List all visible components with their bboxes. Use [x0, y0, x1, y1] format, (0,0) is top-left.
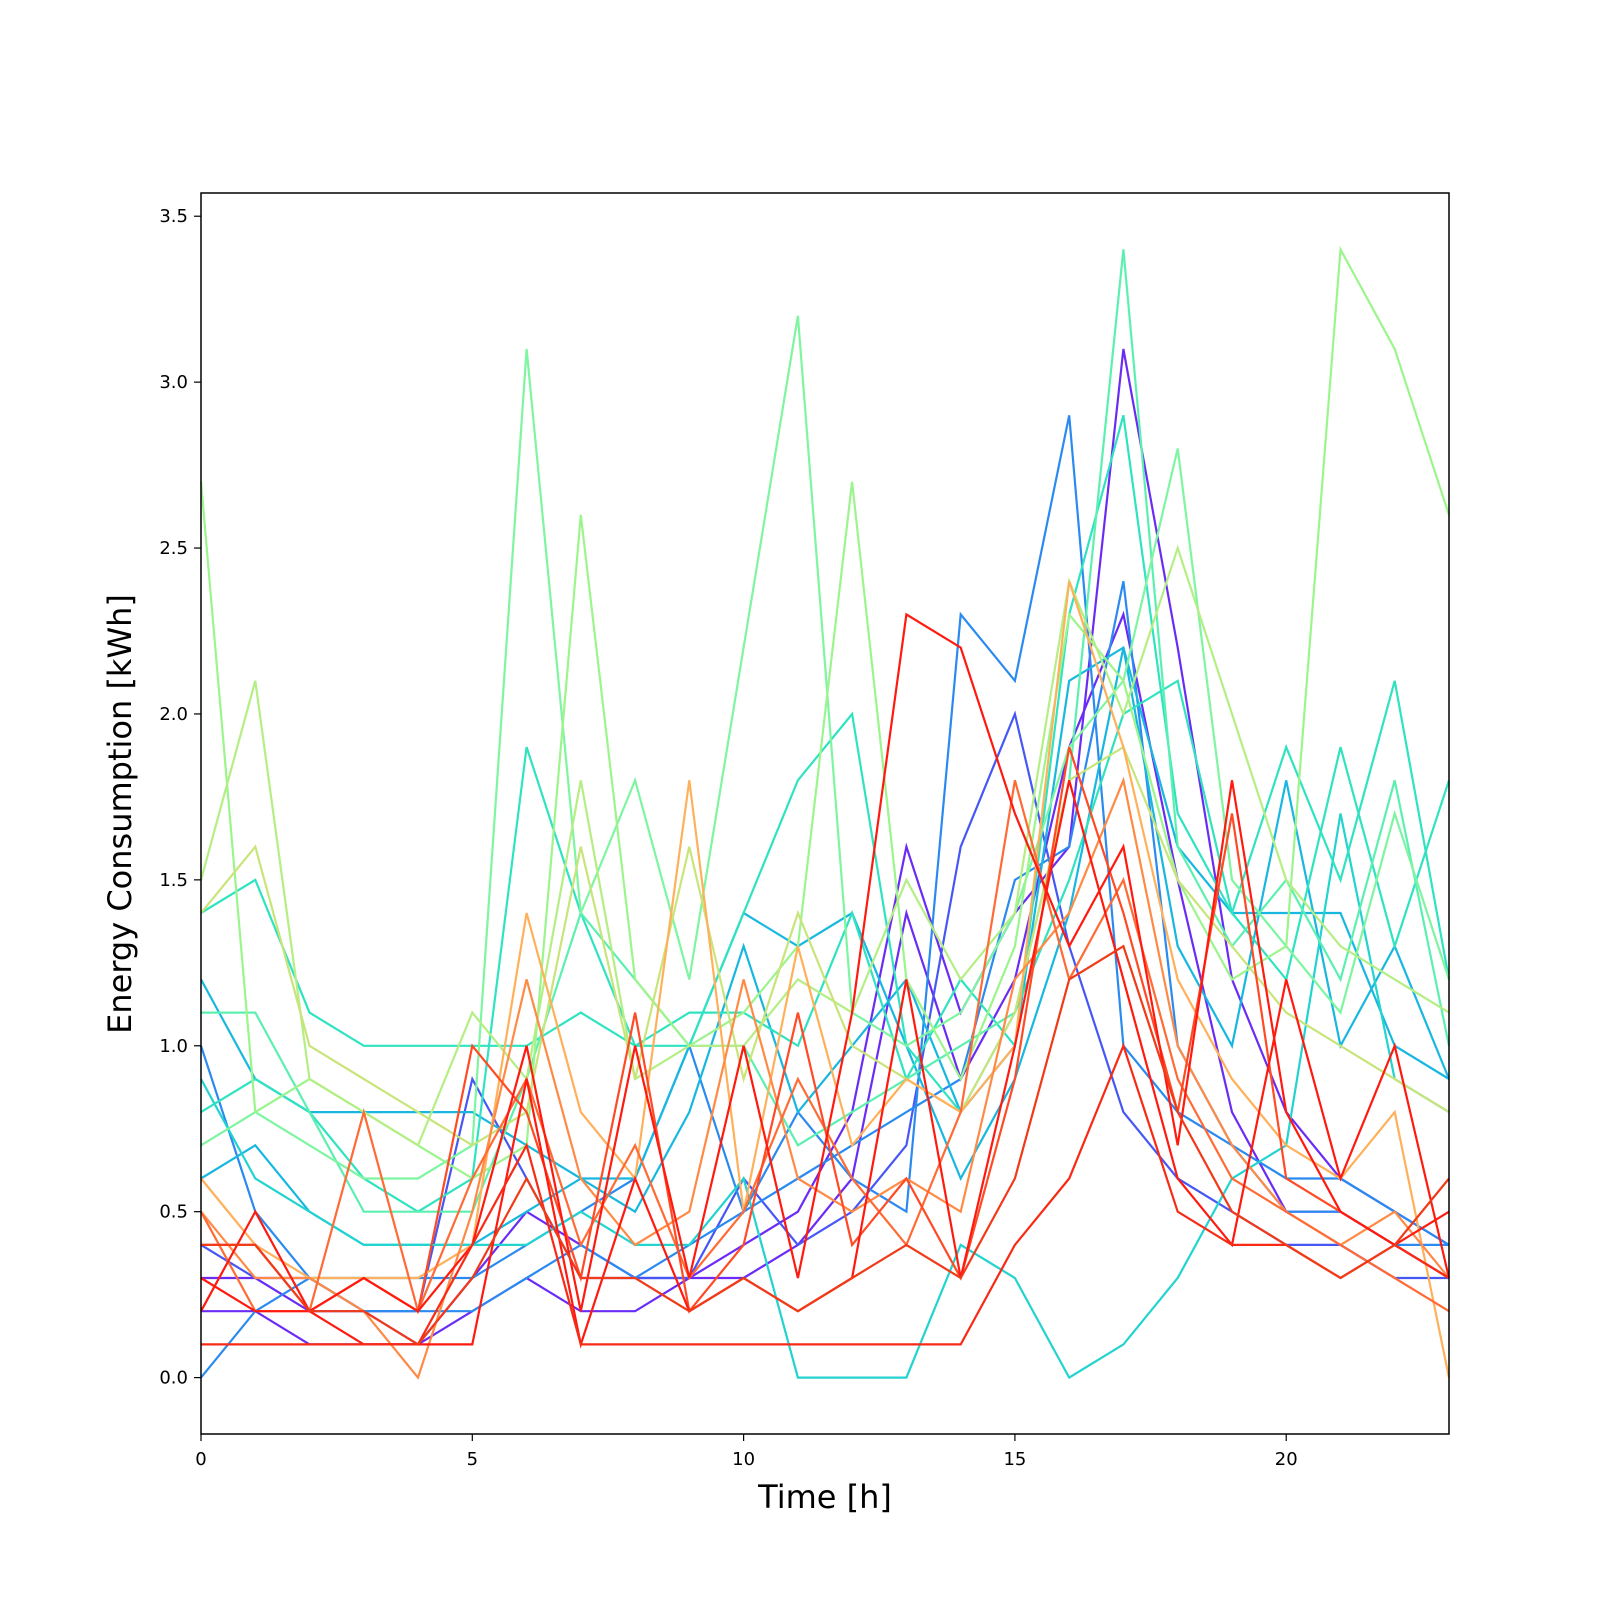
x-tick-label: 10	[732, 1449, 755, 1470]
x-tick-label: 20	[1275, 1449, 1298, 1470]
y-tick-label: 0.0	[159, 1368, 188, 1389]
y-axis: 0.0 0.5 1.0 1.5 2.0 2.5 3.0 3.5	[159, 206, 201, 1389]
y-tick-label: 1.0	[159, 1036, 188, 1057]
series-line-22	[201, 1042, 1450, 1346]
x-tick-label: 0	[195, 1449, 206, 1470]
series-line-8	[200, 813, 1450, 1380]
y-axis-label: Energy Consumption [kWh]	[101, 594, 139, 1034]
series-line-23	[201, 944, 1450, 1346]
plot-frame	[200, 192, 1450, 1435]
series-layer	[199, 245, 1451, 1380]
series-line-12	[200, 315, 1451, 1180]
x-tick-label: 5	[467, 1449, 478, 1470]
series-line-6	[200, 647, 1450, 1182]
series-line-20	[200, 612, 1450, 1313]
y-tick-label: 2.0	[159, 704, 188, 725]
series-line-14	[199, 544, 1450, 1147]
x-axis: 0 5 10 15 20	[195, 1434, 1298, 1470]
x-axis-label: Time [h]	[757, 1478, 892, 1516]
y-tick-label: 0.5	[159, 1202, 188, 1223]
y-tick-label: 2.5	[159, 538, 188, 559]
series-line-17	[200, 776, 1450, 1380]
x-tick-label: 15	[1003, 1449, 1026, 1470]
series-line-9	[200, 679, 1451, 1115]
y-tick-label: 3.0	[159, 372, 188, 393]
y-tick-label: 1.5	[159, 870, 188, 891]
series-line-15	[200, 745, 1450, 1147]
y-tick-label: 3.5	[159, 206, 188, 227]
